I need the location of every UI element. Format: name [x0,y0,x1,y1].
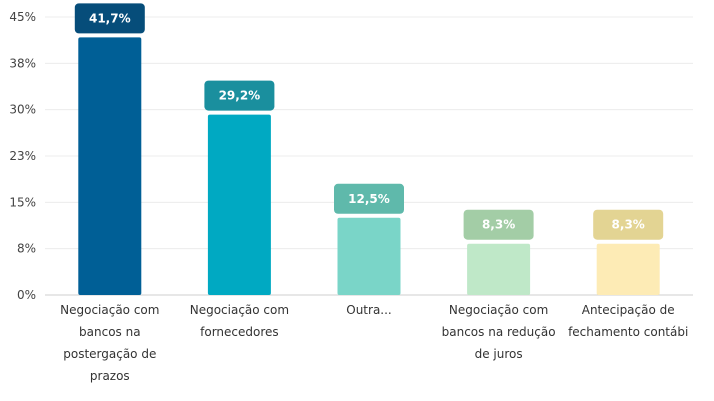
data-label-box [463,209,534,240]
data-label: 8,3% [482,218,515,232]
x-tick-label: fornecedores [200,325,279,339]
data-label-box [593,209,664,240]
bar [596,243,660,295]
x-tick-label: Negociação com [190,303,289,317]
data-label-box [74,3,145,34]
data-label-box [334,183,404,214]
grid-layer: 0% 8% 15% 23% 30% 38% 45% [9,10,693,302]
data-label: 41,7% [89,11,131,25]
y-tick-label: 8% [17,242,36,256]
bar [78,37,142,296]
x-tick-label: Antecipação de [582,303,675,317]
y-tick-label: 0% [17,288,36,302]
x-tick-label: bancos na redução [442,325,556,339]
bar [207,114,271,295]
x-tick-label: prazos [90,369,130,383]
y-tick-label: 30% [9,103,36,117]
data-label: 12,5% [348,192,390,206]
data-label: 29,2% [219,89,261,103]
x-tick-label: fechamento contábi [568,325,688,339]
x-tick-label: Negociação com [449,303,548,317]
data-label-box [204,80,275,111]
x-tick-label: Outra... [346,303,392,317]
bars-layer: 41,7% 29,2% 12,5% 8,3% 8,3% [74,3,664,296]
x-tick-label: bancos na [79,325,141,339]
bar [337,217,401,295]
x-axis-labels: Negociação com bancos na postergação de pra… [60,303,688,383]
y-tick-label: 23% [9,149,36,163]
data-label: 8,3% [612,218,645,232]
x-tick-label: postergação de [63,347,156,361]
bar [467,243,531,295]
y-tick-label: 38% [9,56,36,70]
y-tick-label: 45% [9,10,36,24]
x-tick-label: de juros [475,347,523,361]
x-tick-label: Negociação com [60,303,159,317]
y-tick-label: 15% [9,195,36,209]
